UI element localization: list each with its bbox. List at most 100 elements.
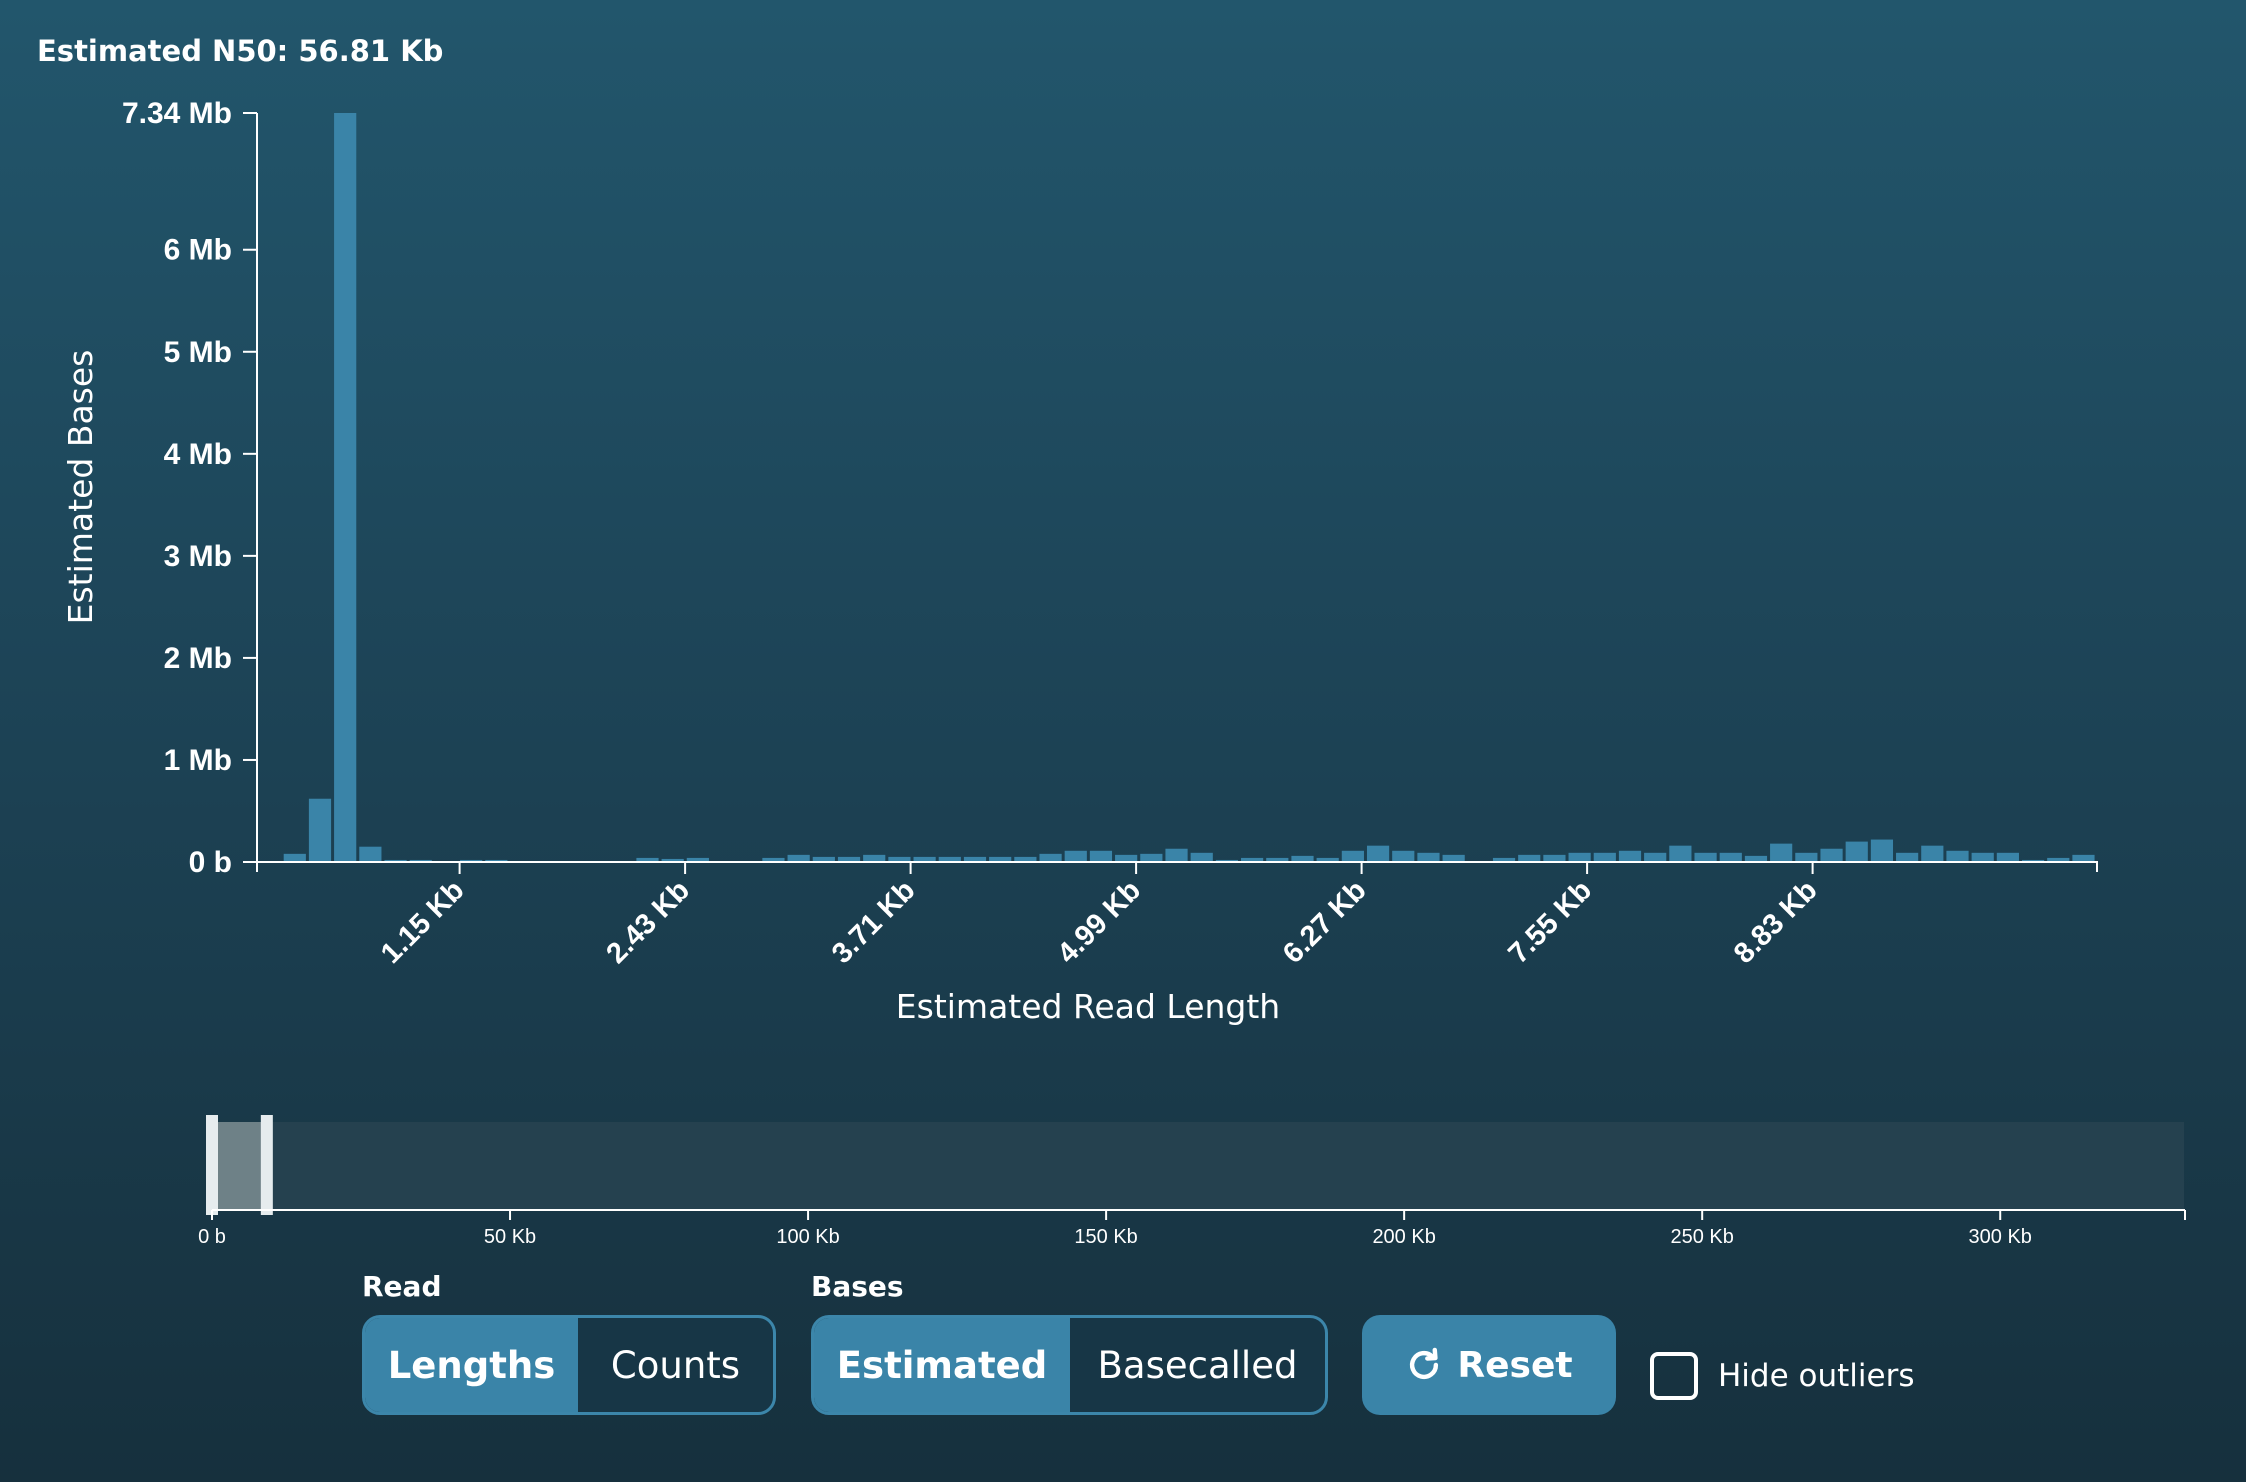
- histogram-bar: [1996, 852, 2019, 862]
- histogram-bar: [485, 859, 508, 862]
- read-toggle: Lengths Counts: [362, 1315, 776, 1415]
- x-tick-label: 1.15 Kb: [375, 874, 471, 970]
- brush-tick-label: 100 Kb: [776, 1226, 839, 1248]
- x-tick-label: 3.71 Kb: [826, 874, 922, 970]
- brush-tick-label: 250 Kb: [1670, 1226, 1733, 1248]
- read-group-label: Read: [362, 1270, 442, 1303]
- reset-button[interactable]: Reset: [1362, 1315, 1616, 1415]
- histogram-bar: [1820, 848, 1843, 862]
- brush-track: [212, 1122, 2184, 1210]
- y-tick-label: 1 Mb: [164, 744, 232, 777]
- histogram-bar: [1568, 852, 1591, 862]
- histogram-bar: [863, 854, 886, 862]
- histogram-bar: [1770, 843, 1793, 862]
- histogram-bar: [1669, 845, 1692, 862]
- hide-outliers-toggle[interactable]: Hide outliers: [1650, 1352, 1915, 1400]
- histogram-bar: [1190, 852, 1213, 862]
- bases-group-label: Bases: [811, 1270, 904, 1303]
- bases-estimated-button[interactable]: Estimated: [814, 1318, 1070, 1412]
- brush-tick-label: 0 b: [198, 1226, 226, 1248]
- histogram-bar: [1795, 852, 1818, 862]
- y-tick-label: 4 Mb: [164, 438, 232, 471]
- read-counts-button[interactable]: Counts: [610, 1343, 741, 1387]
- brush-handle-left[interactable]: [206, 1115, 218, 1215]
- y-tick-label: 0 b: [189, 846, 232, 879]
- histogram-bar: [1215, 859, 1239, 862]
- histogram-bar: [2021, 859, 2045, 862]
- bases-basecalled-button[interactable]: Basecalled: [1097, 1343, 1298, 1387]
- brush-tick-label: 300 Kb: [1969, 1226, 2032, 1248]
- bars-group: [283, 113, 2095, 862]
- histogram-bar: [938, 856, 961, 862]
- n50-label: Estimated N50: 56.81 Kb: [37, 34, 444, 68]
- histogram-bar: [1744, 855, 1768, 862]
- bases-toggle: Estimated Basecalled: [811, 1315, 1328, 1415]
- histogram-bar: [1543, 854, 1566, 862]
- histogram-bar: [308, 798, 332, 862]
- histogram-bar: [1241, 857, 1264, 862]
- histogram-bar: [762, 857, 785, 862]
- histogram-bar: [1644, 852, 1667, 862]
- x-axis: 1.15 Kb 2.43 Kb 3.71 Kb 4.99 Kb 6.27 Kb 7.55 …: [256, 861, 2098, 970]
- histogram-bar: [1719, 852, 1742, 862]
- brush-tick-label: 50 Kb: [484, 1226, 536, 1248]
- histogram-bar: [2072, 854, 2095, 862]
- histogram-bar: [1165, 848, 1188, 862]
- x-tick-label: 2.43 Kb: [600, 874, 696, 970]
- histogram-bar: [1366, 845, 1390, 862]
- histogram-bar: [334, 113, 357, 862]
- histogram-bar: [1694, 852, 1717, 862]
- histogram-bar: [460, 859, 483, 862]
- refresh-icon: [1410, 1347, 1439, 1380]
- histogram-bar: [837, 856, 861, 862]
- brush-tick-label: 150 Kb: [1074, 1226, 1137, 1248]
- histogram-bar: [1593, 852, 1616, 862]
- reset-label: Reset: [1457, 1344, 1573, 1386]
- histogram-chart: 0 b 1 Mb 2 Mb 3 Mb 4 Mb 5 Mb 6 Mb 7.34 Mb 1.15 …: [61, 97, 2186, 1248]
- hide-outliers-checkbox[interactable]: [1650, 1352, 1698, 1400]
- histogram-bar: [1266, 857, 1289, 862]
- histogram-bar: [661, 858, 684, 862]
- histogram-bar: [1896, 852, 1919, 862]
- histogram-bar: [1064, 850, 1087, 862]
- y-tick-label: 5 Mb: [164, 336, 232, 369]
- y-tick-label: 7.34 Mb: [122, 97, 232, 130]
- histogram-bar: [888, 856, 911, 862]
- x-tick-label: 6.27 Kb: [1277, 874, 1373, 970]
- histogram-bar: [812, 856, 835, 862]
- histogram-bar: [1115, 854, 1138, 862]
- histogram-bar: [409, 859, 432, 862]
- histogram-bar: [1946, 850, 1969, 862]
- histogram-bar: [963, 856, 987, 862]
- y-axis-title: Estimated Bases: [61, 350, 100, 625]
- histogram-bar: [1971, 852, 1994, 862]
- histogram-bar: [1291, 855, 1314, 862]
- histogram-bar: [1492, 857, 1516, 862]
- histogram-bar: [283, 853, 306, 862]
- histogram-bar: [1870, 839, 1894, 862]
- histogram-bar: [1518, 854, 1541, 862]
- y-tick-label: 3 Mb: [164, 540, 232, 573]
- histogram-bar: [1316, 857, 1339, 862]
- histogram-bar: [1341, 850, 1364, 862]
- histogram-bar: [384, 859, 407, 862]
- x-tick-label: 7.55 Kb: [1502, 874, 1598, 970]
- x-tick-label: 4.99 Kb: [1051, 874, 1147, 970]
- histogram-bar: [686, 857, 709, 862]
- range-brush[interactable]: 0 b 50 Kb 100 Kb 150 Kb 200 Kb 250 Kb 300 Kb: [198, 1115, 2186, 1248]
- histogram-bar: [1845, 841, 1868, 862]
- read-lengths-button[interactable]: Lengths: [365, 1318, 578, 1412]
- histogram-bar: [1618, 850, 1642, 862]
- histogram-bar: [359, 846, 382, 862]
- histogram-bar: [2047, 857, 2070, 862]
- histogram-bar: [787, 854, 810, 862]
- brush-handle-right[interactable]: [260, 1115, 273, 1215]
- histogram-bar: [1014, 856, 1037, 862]
- histogram-bar: [1392, 850, 1415, 862]
- histogram-bar: [1089, 850, 1113, 862]
- histogram-bar: [1039, 853, 1062, 862]
- histogram-bar: [1442, 854, 1465, 862]
- histogram-bar: [989, 856, 1012, 862]
- y-tick-label: 6 Mb: [164, 234, 232, 267]
